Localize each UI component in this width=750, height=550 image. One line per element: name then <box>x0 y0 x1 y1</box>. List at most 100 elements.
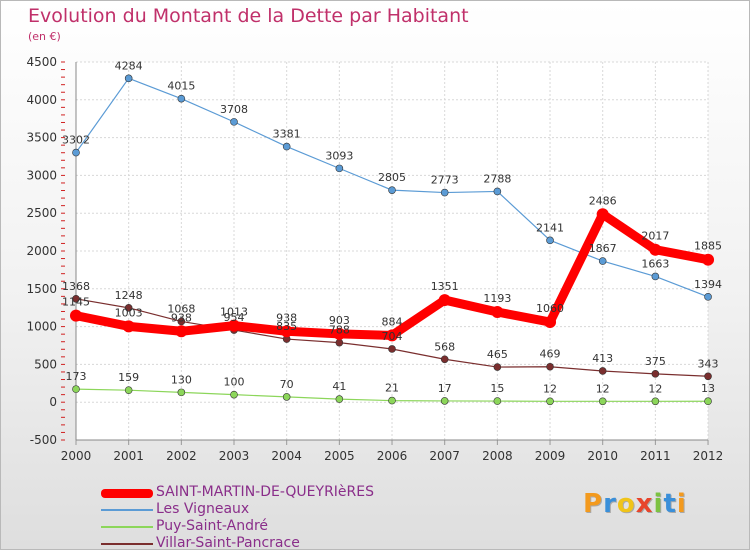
data-label: 1068 <box>167 302 195 315</box>
data-label: 2773 <box>431 174 459 187</box>
data-label: 17 <box>438 382 452 395</box>
data-label: 12 <box>648 382 662 395</box>
data-point <box>546 236 554 245</box>
legend-label: SAINT-MARTIN-DE-QUEYRIèRES <box>156 484 374 500</box>
data-point <box>70 309 82 322</box>
data-label: 413 <box>592 352 613 365</box>
data-label: 173 <box>66 370 87 383</box>
data-label: 21 <box>385 382 399 395</box>
data-label: 4284 <box>115 59 143 72</box>
data-label: 938 <box>171 311 192 324</box>
data-label: 2486 <box>589 194 617 207</box>
logo-letter: i <box>676 489 687 519</box>
legend-label: Villar-Saint-Pancrace <box>156 535 300 550</box>
data-label: 12 <box>543 382 557 395</box>
data-point <box>598 367 607 375</box>
data-point <box>598 257 607 265</box>
x-tick-label: 2011 <box>640 449 671 463</box>
data-label: 1394 <box>694 278 722 291</box>
data-label: 1663 <box>641 257 669 270</box>
data-point <box>440 188 449 197</box>
data-point <box>544 316 557 329</box>
legend-swatch <box>101 543 153 545</box>
y-tick-label: 3500 <box>26 131 57 145</box>
legend-label: Les Vigneaux <box>156 501 250 517</box>
data-label: 3302 <box>62 134 90 147</box>
data-point <box>491 306 504 319</box>
data-point <box>704 372 712 381</box>
data-point <box>546 397 554 406</box>
data-point <box>493 397 502 405</box>
legend-swatch <box>101 489 153 498</box>
data-label: 2017 <box>641 230 669 243</box>
data-label: 704 <box>382 330 403 343</box>
data-label: 954 <box>224 311 245 324</box>
y-tick-label: 2500 <box>26 206 57 220</box>
y-tick-label: 2000 <box>26 244 57 258</box>
data-label: 100 <box>224 376 245 389</box>
data-label: 130 <box>171 373 192 386</box>
y-tick-label: 1000 <box>26 320 57 334</box>
y-tick-label: 1500 <box>26 282 57 296</box>
data-point <box>282 142 291 151</box>
data-point <box>230 390 238 399</box>
data-label: 788 <box>329 324 350 337</box>
data-label: 3381 <box>273 128 301 141</box>
data-label: 938 <box>276 311 297 324</box>
data-label: 2141 <box>536 221 564 234</box>
data-label: 1248 <box>115 289 143 302</box>
x-tick-label: 2003 <box>219 449 250 463</box>
data-label: 70 <box>280 378 294 391</box>
data-label: 3708 <box>220 103 248 116</box>
data-point <box>598 397 607 406</box>
data-point <box>438 294 451 307</box>
x-tick-label: 2010 <box>587 449 618 463</box>
data-point <box>386 329 399 342</box>
data-point <box>175 325 188 338</box>
data-point <box>440 397 449 405</box>
data-point <box>704 397 712 406</box>
data-point <box>72 385 80 393</box>
data-point <box>546 362 554 371</box>
data-point <box>596 208 609 221</box>
data-point <box>651 397 660 406</box>
data-point <box>333 327 346 340</box>
data-point <box>335 338 344 347</box>
data-label: 1368 <box>62 280 90 293</box>
data-label: 4015 <box>167 80 195 93</box>
data-label: 12 <box>596 382 610 395</box>
data-label: 3093 <box>325 149 353 162</box>
data-label: 1060 <box>536 302 564 315</box>
y-tick-label: 500 <box>34 357 57 371</box>
data-label: 2788 <box>483 172 511 185</box>
data-label: 2805 <box>378 171 406 184</box>
legend-label: Puy-Saint-André <box>156 518 269 534</box>
chart-subtitle: (en €) <box>28 30 61 43</box>
data-point <box>124 386 133 394</box>
data-label: 13 <box>701 382 715 395</box>
logo-letter: r <box>603 489 617 519</box>
logo-letter: x <box>635 489 654 519</box>
data-point <box>388 186 396 194</box>
data-point <box>177 317 186 326</box>
x-tick-label: 2006 <box>377 449 408 463</box>
x-tick-label: 2002 <box>166 449 197 463</box>
data-point <box>651 272 660 281</box>
data-label: 15 <box>490 382 504 395</box>
data-point <box>280 325 293 338</box>
data-point <box>388 345 396 353</box>
data-point <box>704 293 712 301</box>
proxiti-logo: Proxiti <box>583 489 687 519</box>
data-label: 568 <box>434 340 455 353</box>
data-point <box>122 320 135 333</box>
data-point <box>493 363 502 371</box>
data-label: 884 <box>382 315 403 328</box>
y-tick-label: -500 <box>30 433 57 447</box>
legend-swatch <box>101 526 153 528</box>
x-tick-label: 2000 <box>61 449 92 463</box>
data-point <box>124 304 133 312</box>
data-point <box>651 370 660 378</box>
data-point <box>177 94 186 103</box>
data-point <box>282 393 291 401</box>
